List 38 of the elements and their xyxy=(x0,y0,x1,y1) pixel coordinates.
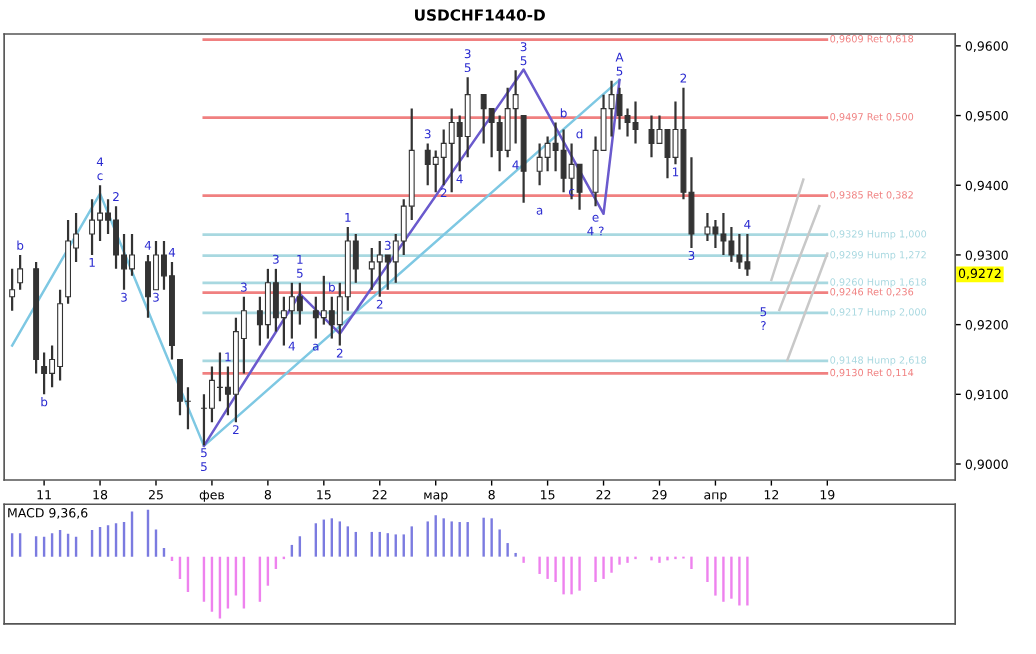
candlestick xyxy=(296,281,303,326)
line-series xyxy=(202,68,621,448)
candlestick xyxy=(272,267,279,333)
candlestick xyxy=(648,114,655,159)
candlestick xyxy=(89,198,96,257)
candlestick xyxy=(264,267,271,340)
candlestick xyxy=(97,184,104,243)
candlestick xyxy=(576,163,583,211)
candlestick xyxy=(632,100,639,145)
candlestick xyxy=(736,232,743,270)
candlestick xyxy=(208,365,215,424)
candlestick xyxy=(720,212,727,257)
candlestick xyxy=(568,142,575,201)
candlestick xyxy=(129,232,135,277)
candlestick xyxy=(328,295,335,340)
candlestick xyxy=(664,128,671,180)
candlestick xyxy=(177,358,183,417)
candlestick xyxy=(320,274,327,326)
candlestick xyxy=(480,93,487,145)
candlestick xyxy=(9,267,16,312)
candlestick xyxy=(216,351,223,403)
candlestick xyxy=(153,239,159,291)
candlestick xyxy=(616,86,623,131)
candlestick xyxy=(560,128,567,194)
candlestick xyxy=(712,218,719,250)
candlestick xyxy=(512,69,519,145)
candlestick xyxy=(17,253,24,291)
candlestick xyxy=(113,205,119,270)
candlestick xyxy=(312,295,319,340)
candlestick xyxy=(145,253,151,319)
candlestick xyxy=(744,232,751,277)
candlestick xyxy=(536,142,543,187)
candlestick xyxy=(496,114,503,173)
candlestick xyxy=(704,212,711,243)
candlestick xyxy=(288,281,295,340)
candlestick xyxy=(41,351,48,396)
line-series xyxy=(10,78,621,448)
candlestick xyxy=(504,86,511,159)
